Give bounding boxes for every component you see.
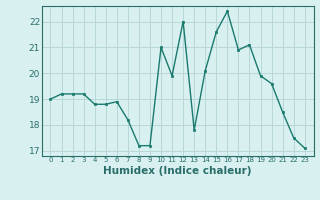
X-axis label: Humidex (Indice chaleur): Humidex (Indice chaleur) [103,166,252,176]
